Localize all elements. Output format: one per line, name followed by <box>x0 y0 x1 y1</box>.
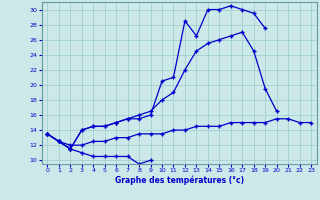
X-axis label: Graphe des températures (°c): Graphe des températures (°c) <box>115 176 244 185</box>
